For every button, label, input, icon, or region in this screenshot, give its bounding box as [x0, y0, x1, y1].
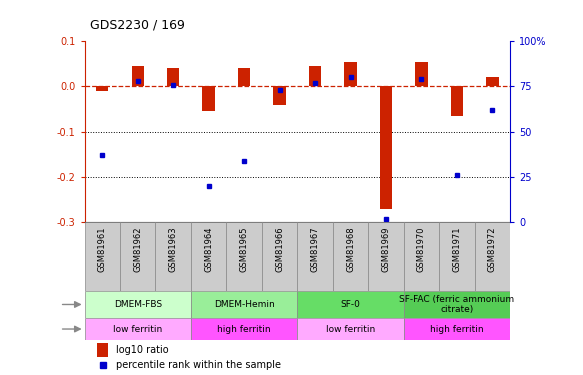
Text: GDS2230 / 169: GDS2230 / 169 — [90, 19, 185, 32]
Text: low ferritin: low ferritin — [326, 324, 375, 333]
Bar — [167, 68, 180, 87]
Text: DMEM-Hemin: DMEM-Hemin — [214, 300, 275, 309]
Bar — [451, 87, 463, 116]
FancyBboxPatch shape — [120, 222, 156, 291]
Text: DMEM-FBS: DMEM-FBS — [114, 300, 162, 309]
Bar — [486, 78, 498, 87]
Bar — [380, 87, 392, 209]
FancyBboxPatch shape — [439, 222, 475, 291]
Text: GSM81965: GSM81965 — [240, 226, 248, 272]
Text: low ferritin: low ferritin — [113, 324, 162, 333]
Text: GSM81971: GSM81971 — [452, 226, 461, 272]
FancyBboxPatch shape — [85, 291, 191, 318]
Bar — [202, 87, 215, 111]
FancyBboxPatch shape — [475, 222, 510, 291]
FancyBboxPatch shape — [85, 318, 191, 340]
FancyBboxPatch shape — [226, 222, 262, 291]
Text: percentile rank within the sample: percentile rank within the sample — [117, 360, 282, 370]
FancyBboxPatch shape — [333, 222, 368, 291]
FancyBboxPatch shape — [403, 318, 510, 340]
Text: GSM81969: GSM81969 — [381, 226, 391, 272]
Text: GSM81966: GSM81966 — [275, 226, 284, 272]
Bar — [415, 62, 428, 87]
FancyBboxPatch shape — [403, 291, 510, 318]
FancyBboxPatch shape — [297, 318, 403, 340]
Text: SF-FAC (ferric ammonium
citrate): SF-FAC (ferric ammonium citrate) — [399, 295, 514, 314]
FancyBboxPatch shape — [297, 222, 333, 291]
Bar — [132, 66, 144, 87]
Text: GSM81967: GSM81967 — [311, 226, 319, 272]
FancyBboxPatch shape — [191, 291, 297, 318]
Text: GSM81961: GSM81961 — [98, 226, 107, 272]
Bar — [309, 66, 321, 87]
Text: log10 ratio: log10 ratio — [117, 345, 169, 355]
Text: GSM81968: GSM81968 — [346, 226, 355, 272]
FancyBboxPatch shape — [191, 222, 226, 291]
Bar — [273, 87, 286, 105]
FancyBboxPatch shape — [262, 222, 297, 291]
FancyBboxPatch shape — [403, 222, 439, 291]
FancyBboxPatch shape — [368, 222, 403, 291]
Text: GSM81970: GSM81970 — [417, 226, 426, 272]
Text: GSM81964: GSM81964 — [204, 226, 213, 272]
Bar — [345, 62, 357, 87]
Text: high ferritin: high ferritin — [430, 324, 484, 333]
FancyBboxPatch shape — [191, 318, 297, 340]
Text: GSM81962: GSM81962 — [134, 226, 142, 272]
FancyBboxPatch shape — [297, 291, 403, 318]
Bar — [238, 68, 250, 87]
Text: SF-0: SF-0 — [340, 300, 360, 309]
Bar — [96, 87, 108, 91]
Text: high ferritin: high ferritin — [217, 324, 271, 333]
Text: GSM81963: GSM81963 — [168, 226, 178, 272]
Bar — [97, 344, 108, 357]
FancyBboxPatch shape — [85, 222, 120, 291]
FancyBboxPatch shape — [156, 222, 191, 291]
Text: GSM81972: GSM81972 — [488, 226, 497, 272]
